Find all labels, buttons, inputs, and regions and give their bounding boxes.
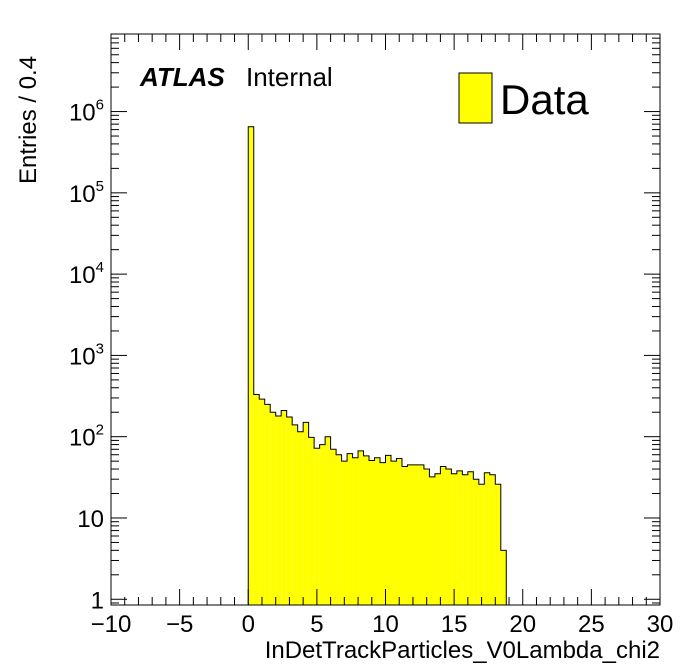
- histogram-bin: [253, 394, 260, 605]
- x-tick-label: 20: [509, 611, 536, 638]
- histogram-bin: [297, 431, 304, 605]
- histogram-bin: [325, 436, 331, 605]
- histogram-bin: [418, 464, 424, 605]
- x-tick-label: 10: [372, 611, 399, 638]
- histogram-bin: [396, 458, 402, 605]
- y-tick-label: 1: [91, 587, 104, 614]
- histogram-bin: [336, 454, 342, 605]
- histogram-bin: [275, 415, 282, 605]
- histogram-bin: [434, 473, 441, 605]
- y-tick-label: 105: [69, 178, 104, 208]
- histogram-bin: [407, 464, 413, 605]
- histogram-bin: [347, 453, 353, 605]
- histogram-bin: [358, 450, 364, 605]
- atlas-label-bold: ATLAS: [139, 62, 225, 92]
- histogram-bin: [303, 422, 309, 605]
- histogram-bin: [429, 476, 435, 605]
- histogram-outline: [247, 126, 507, 605]
- x-tick-label: 0: [242, 611, 255, 638]
- y-tick-label: 103: [69, 340, 104, 370]
- y-axis-ticks: 1 10 102 103 104 105 106: [69, 33, 660, 614]
- histogram-bin: [248, 126, 254, 605]
- atlas-label: ATLAS Internal: [139, 62, 333, 92]
- x-axis-ticks: −10 −5 0 5 10 15 20 25 30: [91, 34, 674, 638]
- x-tick-label: −10: [91, 611, 132, 638]
- histogram-bin: [445, 469, 452, 605]
- histogram-bin: [440, 466, 446, 605]
- histogram-bars: [248, 126, 507, 605]
- y-axis-label: Entries / 0.4: [15, 56, 42, 184]
- histogram-bin: [341, 461, 348, 605]
- histogram-bin: [264, 404, 271, 605]
- histogram-bin: [308, 437, 315, 605]
- x-tick-label: 25: [578, 611, 605, 638]
- histogram-bin: [451, 473, 457, 605]
- histogram-bin: [292, 424, 298, 605]
- histogram-bin: [390, 461, 397, 605]
- x-tick-label: −5: [166, 611, 193, 638]
- histogram-bin: [456, 470, 463, 605]
- histogram-bin: [369, 460, 375, 605]
- histogram-bin: [467, 471, 474, 605]
- y-tick-label: 102: [69, 422, 104, 452]
- histogram-bin: [385, 455, 391, 605]
- histogram-bin: [281, 410, 287, 605]
- x-tick-label: 5: [310, 611, 323, 638]
- histogram-bin: [352, 457, 359, 605]
- x-axis-label: InDetTrackParticles_V0Lambda_chi2: [265, 637, 660, 664]
- y-tick-label: 104: [69, 259, 104, 289]
- x-tick-label: 15: [441, 611, 468, 638]
- histogram-bin: [462, 474, 468, 605]
- histogram-bin: [423, 469, 430, 605]
- histogram-bin: [363, 455, 370, 605]
- histogram-bin: [484, 472, 490, 605]
- legend-swatch: [458, 72, 493, 124]
- histogram-bin: [314, 448, 320, 605]
- legend-label: Data: [500, 76, 589, 123]
- histogram-bin: [259, 399, 265, 605]
- histogram-bin: [286, 416, 293, 605]
- y-tick-label: 10: [77, 506, 104, 533]
- x-tick-label: 30: [647, 611, 674, 638]
- histogram-bin: [319, 444, 326, 605]
- histogram-bin: [330, 449, 337, 605]
- histogram-bin: [478, 484, 485, 605]
- histogram-bin: [380, 462, 386, 605]
- histogram-bin: [374, 457, 381, 605]
- atlas-label-internal: Internal: [246, 62, 333, 92]
- histogram-bin: [495, 484, 501, 605]
- histogram-bin: [401, 466, 408, 605]
- y-tick-label: 106: [69, 97, 104, 127]
- histogram-bin: [500, 550, 507, 605]
- histogram-bin: [473, 479, 479, 605]
- histogram-bin: [412, 464, 419, 605]
- histogram-bin: [489, 474, 496, 605]
- histogram-bin: [270, 412, 276, 605]
- legend: Data: [458, 72, 589, 124]
